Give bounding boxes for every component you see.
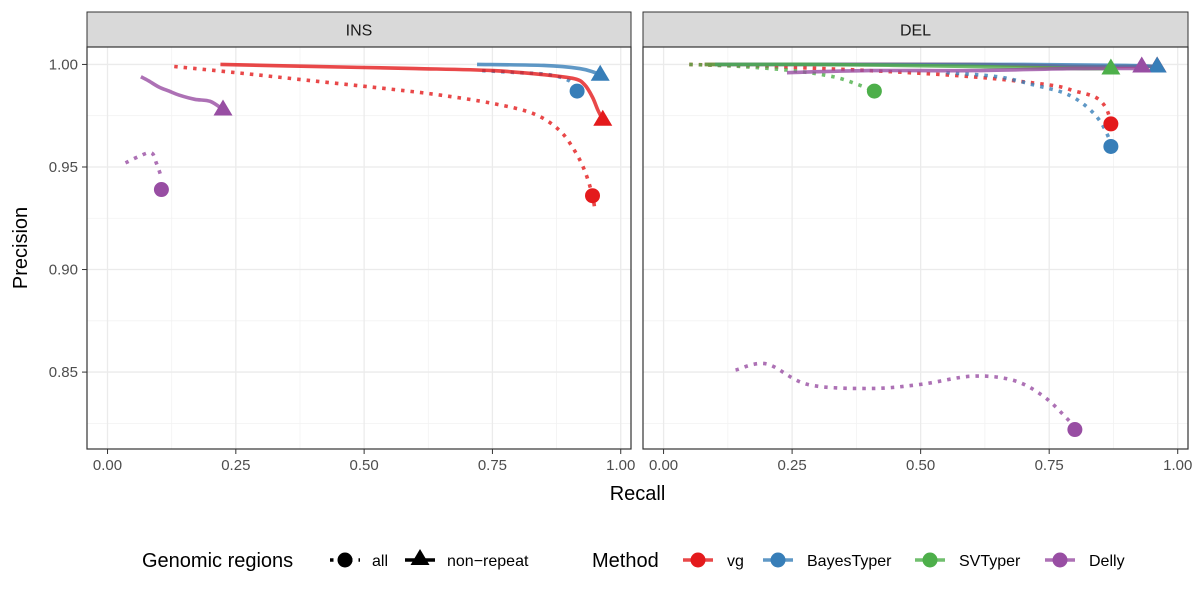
legend-key-marker-vg — [690, 552, 706, 568]
legend-label-vg: vg — [727, 553, 744, 570]
curve-ins-delly-all — [124, 150, 164, 178]
x-tick-label: 0.00 — [649, 457, 678, 474]
y-tick-label: 0.90 — [49, 262, 78, 279]
legend-label-svtyper: SVTyper — [959, 553, 1021, 570]
point-del-svtyper-all — [866, 83, 882, 99]
legend-label-delly: Delly — [1089, 553, 1125, 570]
legend-title-regions: Genomic regions — [142, 550, 293, 572]
legend-title-method: Method — [592, 550, 659, 572]
point-ins-bayestyper-nonrepeat — [590, 64, 610, 81]
point-ins-vg-all — [585, 188, 601, 204]
legend-label-bayestyper: BayesTyper — [807, 553, 892, 570]
x-tick-label: 0.50 — [350, 457, 379, 474]
facet-strip-del — [642, 11, 1189, 48]
curve-ins-vg-nonrepeat — [220, 62, 605, 121]
point-del-svtyper-nonrepeat — [1101, 58, 1121, 75]
point-del-bayestyper-all — [1103, 138, 1119, 154]
point-ins-delly-nonrepeat — [213, 99, 233, 116]
y-axis-title: Precision — [10, 207, 32, 289]
point-del-delly-nonrepeat — [1132, 56, 1152, 73]
legend-key-marker-all — [337, 552, 353, 568]
curve-del-delly-nonrepeat — [786, 66, 1142, 75]
x-tick-label: 0.25 — [221, 457, 250, 474]
facet-label-ins: INS — [346, 23, 373, 40]
legend-key-marker-bayestyper — [770, 552, 786, 568]
x-tick-label: 1.00 — [1163, 457, 1192, 474]
legend-label-all: all — [372, 553, 388, 570]
x-tick-label: 0.50 — [906, 457, 935, 474]
y-tick-label: 0.95 — [49, 159, 78, 176]
facet-strip-ins — [86, 11, 632, 48]
panel-background-del — [643, 47, 1188, 449]
point-ins-vg-nonrepeat — [593, 109, 613, 126]
point-ins-bayestyper-all — [569, 83, 585, 99]
panel-background-ins — [87, 47, 631, 449]
curve-ins-delly-nonrepeat — [140, 75, 225, 112]
panel-border-ins — [86, 46, 632, 450]
legend-key-marker-svtyper — [922, 552, 938, 568]
x-tick-label: 0.75 — [478, 457, 507, 474]
y-tick-label: 0.85 — [49, 364, 78, 381]
x-tick-label: 0.00 — [93, 457, 122, 474]
point-del-delly-all — [1067, 422, 1083, 438]
x-tick-label: 0.25 — [778, 457, 807, 474]
point-del-vg-all — [1103, 116, 1119, 132]
point-ins-delly-all — [153, 182, 169, 198]
x-axis-title: Recall — [610, 483, 666, 505]
legend-key-marker-delly — [1052, 552, 1068, 568]
x-tick-label: 1.00 — [606, 457, 635, 474]
legend-key-marker-nonrepeat — [410, 549, 430, 565]
x-tick-label: 0.75 — [1035, 457, 1064, 474]
panel-border-del — [642, 46, 1189, 450]
y-tick-label: 1.00 — [49, 56, 78, 73]
point-del-bayestyper-nonrepeat — [1147, 56, 1167, 73]
curve-del-delly-all — [735, 361, 1072, 423]
legend-label-nonrepeat: non−repeat — [447, 553, 529, 570]
facet-label-del: DEL — [900, 23, 931, 40]
